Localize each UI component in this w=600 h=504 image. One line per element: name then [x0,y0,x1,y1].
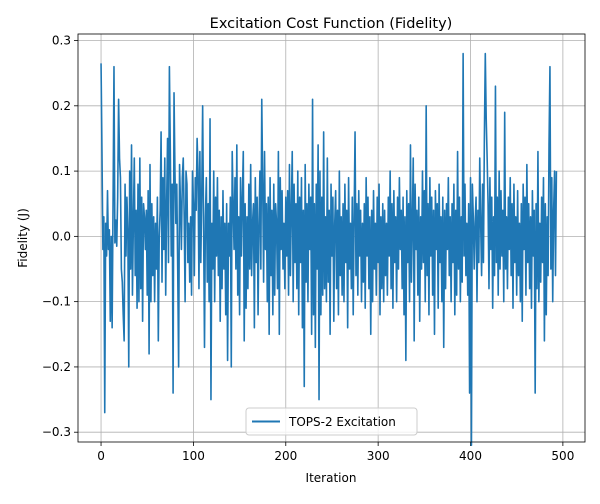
y-tick-label: 0.2 [52,99,71,113]
y-axis-ticks: −0.3 −0.2 −0.1 0.0 0.1 0.2 0.3 [42,34,78,439]
x-tick-label: 500 [551,449,574,463]
y-tick-label: −0.2 [42,360,71,374]
x-tick-label: 100 [182,449,205,463]
x-tick-label: 200 [274,449,297,463]
x-tick-label: 0 [97,449,105,463]
plot-frame [77,33,586,443]
x-axis-label: Iteration [306,471,357,485]
y-tick-label: −0.3 [42,425,71,439]
legend-label: TOPS-2 Excitation [288,415,396,429]
y-tick-label: 0.3 [52,34,71,48]
legend: TOPS-2 Excitation [245,407,418,436]
y-tick-label: −0.1 [42,295,71,309]
y-tick-label: 0.1 [52,164,71,178]
y-tick-label: 0.0 [52,229,71,243]
series-line-tops-2-excitation [100,52,558,447]
x-tick-label: 400 [459,449,482,463]
x-tick-label: 300 [367,449,390,463]
legend-box [245,407,418,436]
y-axis-label: Fidelity (J) [16,208,30,268]
chart-title: Excitation Cost Function (Fidelity) [210,16,453,32]
x-axis-ticks: 0 100 200 300 400 500 [97,442,574,463]
